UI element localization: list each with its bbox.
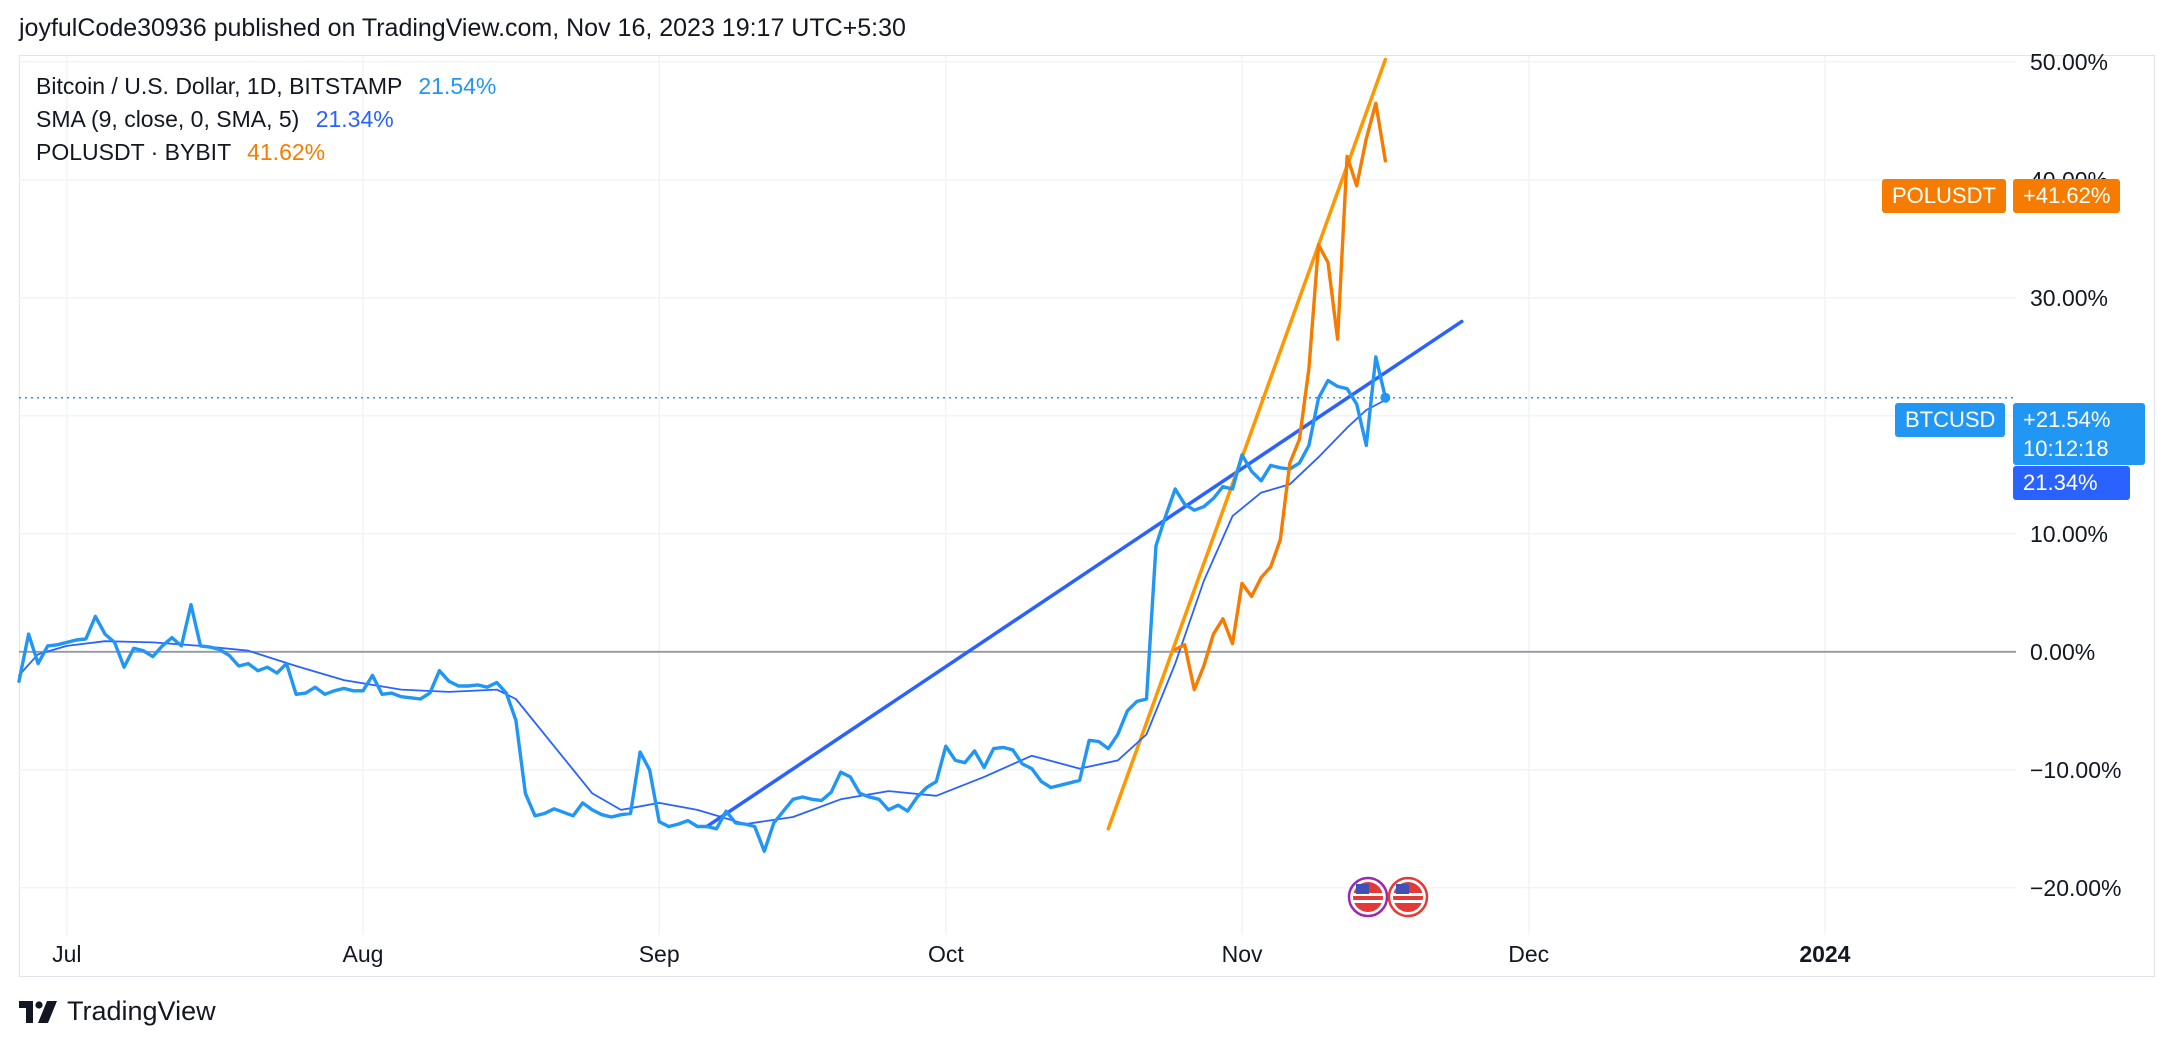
series-line-sma bbox=[18, 399, 1387, 825]
trendline-blue bbox=[705, 319, 1464, 829]
flag-canton bbox=[1396, 884, 1409, 894]
y-tick-label: −20.00% bbox=[2030, 875, 2121, 901]
event-layer bbox=[1347, 876, 1429, 918]
chart-frame bbox=[19, 55, 2155, 977]
btcusd-name-tag: BTCUSD bbox=[1895, 403, 2006, 437]
legend-item-btc[interactable]: Bitcoin / U.S. Dollar, 1D, BITSTAMP 21.5… bbox=[36, 70, 496, 103]
series-line-polusdt bbox=[1173, 101, 1388, 692]
x-tick-label: Dec bbox=[1508, 941, 1549, 967]
flag-stripe-white bbox=[1393, 893, 1423, 896]
us-flag-event-icon[interactable] bbox=[1347, 876, 1389, 918]
flag-stripe-white bbox=[1353, 900, 1383, 903]
series-layer bbox=[17, 101, 1391, 853]
flag-stripe-white bbox=[1393, 900, 1423, 903]
btcusd-countdown: 10:12:18 bbox=[2023, 436, 2109, 461]
x-tick-label: Jul bbox=[52, 941, 81, 967]
legend-label-btc: Bitcoin / U.S. Dollar, 1D, BITSTAMP bbox=[36, 73, 402, 99]
x-tick-label: Sep bbox=[639, 941, 680, 967]
chart-legend: Bitcoin / U.S. Dollar, 1D, BITSTAMP 21.5… bbox=[36, 70, 496, 169]
trendline-orange bbox=[1106, 57, 1388, 831]
flag-stripe-white bbox=[1353, 893, 1383, 896]
legend-value-sma: 21.34% bbox=[315, 106, 394, 132]
footer: TradingView bbox=[19, 996, 216, 1027]
tradingview-logo-icon bbox=[19, 1000, 57, 1023]
flag-canton bbox=[1356, 884, 1369, 894]
trendline-layer bbox=[705, 57, 1464, 831]
btcusd-value-tag: +21.54% 10:12:18 bbox=[2013, 403, 2145, 465]
grid-layer bbox=[19, 56, 2016, 935]
sma-value-tag: 21.34% bbox=[2013, 466, 2130, 500]
publish-line: joyfulCode30936 published on TradingView… bbox=[19, 14, 906, 42]
legend-item-sma[interactable]: SMA (9, close, 0, SMA, 5) 21.34% bbox=[36, 103, 496, 136]
y-tick-label: 10.00% bbox=[2030, 521, 2108, 547]
polusdt-value-tag: +41.62% bbox=[2013, 179, 2121, 213]
x-tick-label: Aug bbox=[343, 941, 384, 967]
btcusd-value: +21.54% bbox=[2023, 407, 2111, 432]
x-tick-label: Nov bbox=[1222, 941, 1263, 967]
legend-item-pol[interactable]: POLUSDT · BYBIT 41.62% bbox=[36, 136, 496, 169]
y-tick-label: −10.00% bbox=[2030, 757, 2121, 783]
y-tick-label: 0.00% bbox=[2030, 639, 2095, 665]
legend-label-sma: SMA (9, close, 0, SMA, 5) bbox=[36, 106, 300, 132]
axis-layer: 50.00%40.00%30.00%10.00%0.00%−10.00%−20.… bbox=[52, 49, 2121, 967]
footer-brand[interactable]: TradingView bbox=[67, 996, 216, 1026]
legend-label-pol: POLUSDT · BYBIT bbox=[36, 139, 231, 165]
x-tick-label: 2024 bbox=[1799, 941, 1850, 967]
btc-last-point bbox=[1380, 392, 1391, 403]
polusdt-name-tag: POLUSDT bbox=[1882, 179, 2006, 213]
y-tick-label: 30.00% bbox=[2030, 285, 2108, 311]
series-line-btcusd bbox=[17, 355, 1388, 853]
y-tick-label: 50.00% bbox=[2030, 49, 2108, 75]
x-tick-label: Oct bbox=[928, 941, 964, 967]
us-flag-event-icon[interactable] bbox=[1387, 876, 1429, 918]
legend-value-btc: 21.54% bbox=[418, 73, 497, 99]
legend-value-pol: 41.62% bbox=[247, 139, 326, 165]
